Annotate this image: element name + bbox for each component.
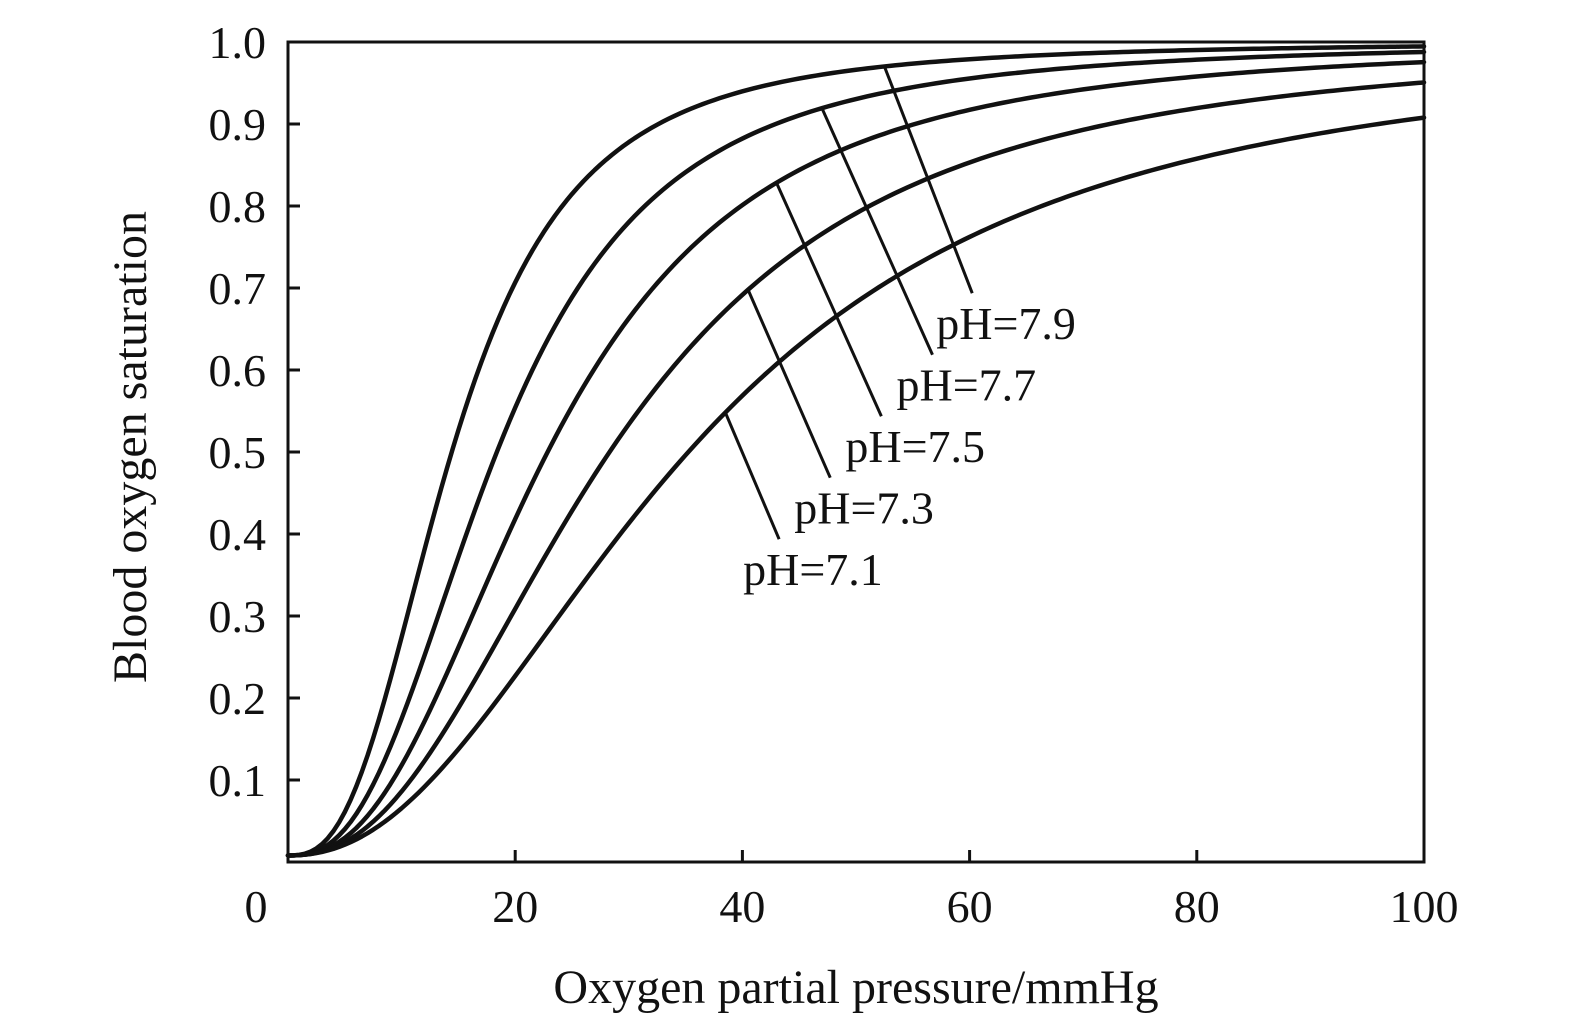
x-tick-label: 80 bbox=[1174, 881, 1220, 932]
x-tick-label: 100 bbox=[1390, 881, 1459, 932]
y-axis-ticks: 0.1 0.2 0.3 0.4 0.5 0.6 0.7 0.8 0.9 1.0 bbox=[209, 17, 300, 806]
leader-line bbox=[775, 182, 883, 417]
curve-label: pH=7.9 bbox=[936, 298, 1076, 349]
y-tick-label: 0.7 bbox=[209, 263, 267, 314]
y-tick-label: 0.6 bbox=[209, 345, 267, 396]
y-tick-label: 1.0 bbox=[209, 17, 267, 68]
curve-label: pH=7.7 bbox=[896, 360, 1036, 411]
curve-labels-group: pH=7.9 pH=7.7 pH=7.5 pH=7.3 pH=7.1 bbox=[743, 298, 1076, 595]
x-tick-label: 40 bbox=[719, 881, 765, 932]
y-tick-label: 0.3 bbox=[209, 591, 267, 642]
x-tick-label: 60 bbox=[947, 881, 993, 932]
curve-label: pH=7.5 bbox=[845, 421, 985, 472]
curve-label: pH=7.3 bbox=[794, 483, 934, 534]
x-tick-label: 0 bbox=[245, 881, 268, 932]
curve-75 bbox=[285, 59, 1427, 858]
leader-line bbox=[883, 65, 974, 294]
y-tick-label: 0.4 bbox=[209, 509, 267, 560]
leader-line bbox=[746, 289, 832, 479]
y-tick-label: 0.1 bbox=[209, 755, 267, 806]
x-axis-label: Oxygen partial pressure/mmHg bbox=[553, 961, 1158, 1014]
y-tick-label: 0.9 bbox=[209, 99, 267, 150]
leader-line bbox=[723, 411, 781, 540]
curves-group bbox=[285, 44, 1427, 858]
x-tick-label: 20 bbox=[492, 881, 538, 932]
y-tick-label: 0.8 bbox=[209, 181, 267, 232]
y-tick-label: 0.2 bbox=[209, 673, 267, 724]
y-axis-label: Blood oxygen saturation bbox=[104, 211, 157, 683]
curve-73 bbox=[285, 80, 1427, 858]
curve-77 bbox=[285, 49, 1427, 858]
curve-label: pH=7.1 bbox=[743, 544, 883, 595]
leader-lines-group bbox=[723, 65, 974, 540]
curve-71 bbox=[285, 115, 1427, 858]
leader-line bbox=[820, 107, 934, 356]
y-tick-label: 0.5 bbox=[209, 427, 267, 478]
x-axis-ticks: 0 20 40 60 80 100 bbox=[245, 850, 1459, 932]
curve-79 bbox=[285, 44, 1427, 858]
